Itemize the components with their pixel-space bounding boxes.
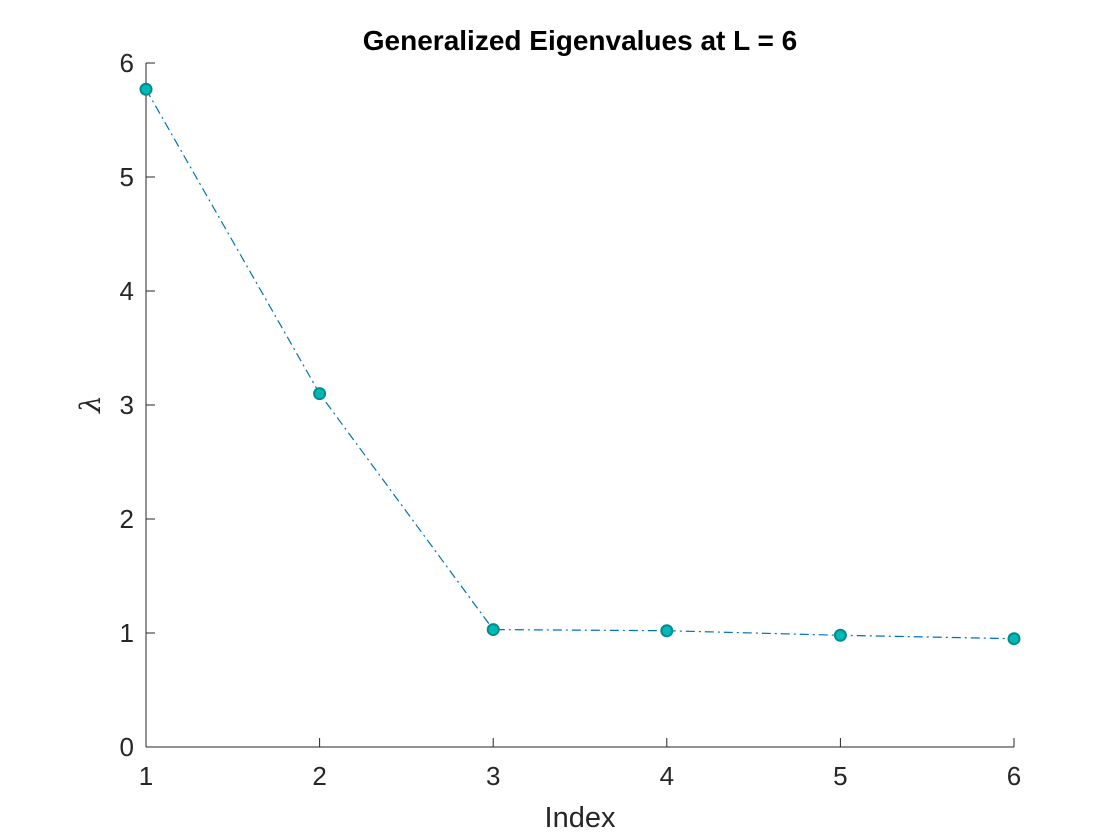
x-axis-label: Index: [545, 802, 616, 834]
x-tick-label: 5: [833, 761, 847, 791]
data-point: [833, 628, 847, 642]
y-axis-ticks: 0 1 2 3 4 5 6: [120, 48, 155, 762]
y-tick-label: 3: [120, 390, 134, 420]
data-point: [1007, 632, 1021, 646]
x-axis-ticks: 1 2 3 4 5 6: [139, 738, 1021, 791]
x-tick-label: 3: [486, 761, 500, 791]
x-tick-label: 6: [1007, 761, 1021, 791]
y-tick-label: 1: [120, 618, 134, 648]
series-layer: [139, 82, 1021, 646]
y-tick-label: 2: [120, 504, 134, 534]
x-tick-label: 1: [139, 761, 153, 791]
y-tick-label: 4: [120, 276, 134, 306]
data-point: [486, 623, 500, 637]
data-point: [660, 624, 674, 638]
x-tick-label: 2: [312, 761, 326, 791]
x-tick-label: 4: [660, 761, 674, 791]
series-line: [145, 88, 1015, 640]
data-point: [313, 387, 327, 401]
chart-title: Generalized Eigenvalues at L = 6: [363, 25, 797, 56]
y-tick-label: 0: [120, 732, 134, 762]
y-axis-label: λ: [74, 395, 107, 414]
y-tick-label: 6: [120, 48, 134, 78]
data-point: [139, 82, 153, 96]
y-tick-label: 5: [120, 162, 134, 192]
